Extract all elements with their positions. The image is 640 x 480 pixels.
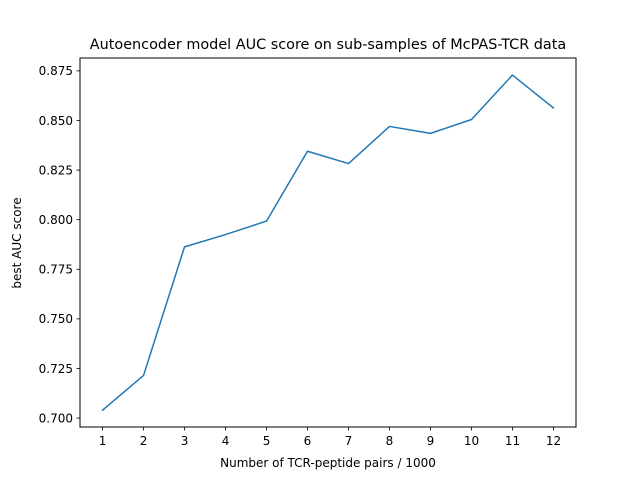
x-tick-label: 2 xyxy=(140,434,148,448)
y-tick-label: 0.725 xyxy=(39,362,73,376)
x-tick-label: 7 xyxy=(345,434,353,448)
y-tick-label: 0.700 xyxy=(39,411,73,425)
x-tick-label: 11 xyxy=(505,434,520,448)
x-tick-label: 9 xyxy=(427,434,435,448)
y-tick-label: 0.825 xyxy=(39,163,73,177)
y-tick-label: 0.800 xyxy=(39,213,73,227)
y-axis-label: best AUC score xyxy=(10,197,24,288)
x-axis-label: Number of TCR-peptide pairs / 1000 xyxy=(220,456,436,470)
x-tick-label: 1 xyxy=(99,434,107,448)
series-line-0 xyxy=(101,74,555,412)
chart-title: Autoencoder model AUC score on sub-sampl… xyxy=(90,37,566,53)
y-axis: 0.700 0.725 0.750 0.775 0.800 0.825 0.850 0.875 xyxy=(39,64,80,425)
x-axis: 1 2 3 4 5 6 7 8 9 10 11 12 xyxy=(99,427,561,448)
y-tick-label: 0.775 xyxy=(39,263,73,277)
plot-area xyxy=(101,74,555,412)
x-tick-label: 5 xyxy=(263,434,271,448)
x-tick-label: 8 xyxy=(386,434,394,448)
x-tick-label: 10 xyxy=(464,434,479,448)
x-tick-label: 6 xyxy=(304,434,312,448)
x-tick-label: 12 xyxy=(546,434,561,448)
y-tick-label: 0.850 xyxy=(39,114,73,128)
x-tick-label: 3 xyxy=(181,434,189,448)
y-tick-label: 0.875 xyxy=(39,64,73,78)
y-tick-label: 0.750 xyxy=(39,312,73,326)
x-tick-label: 4 xyxy=(222,434,230,448)
axes-frame xyxy=(79,57,577,428)
